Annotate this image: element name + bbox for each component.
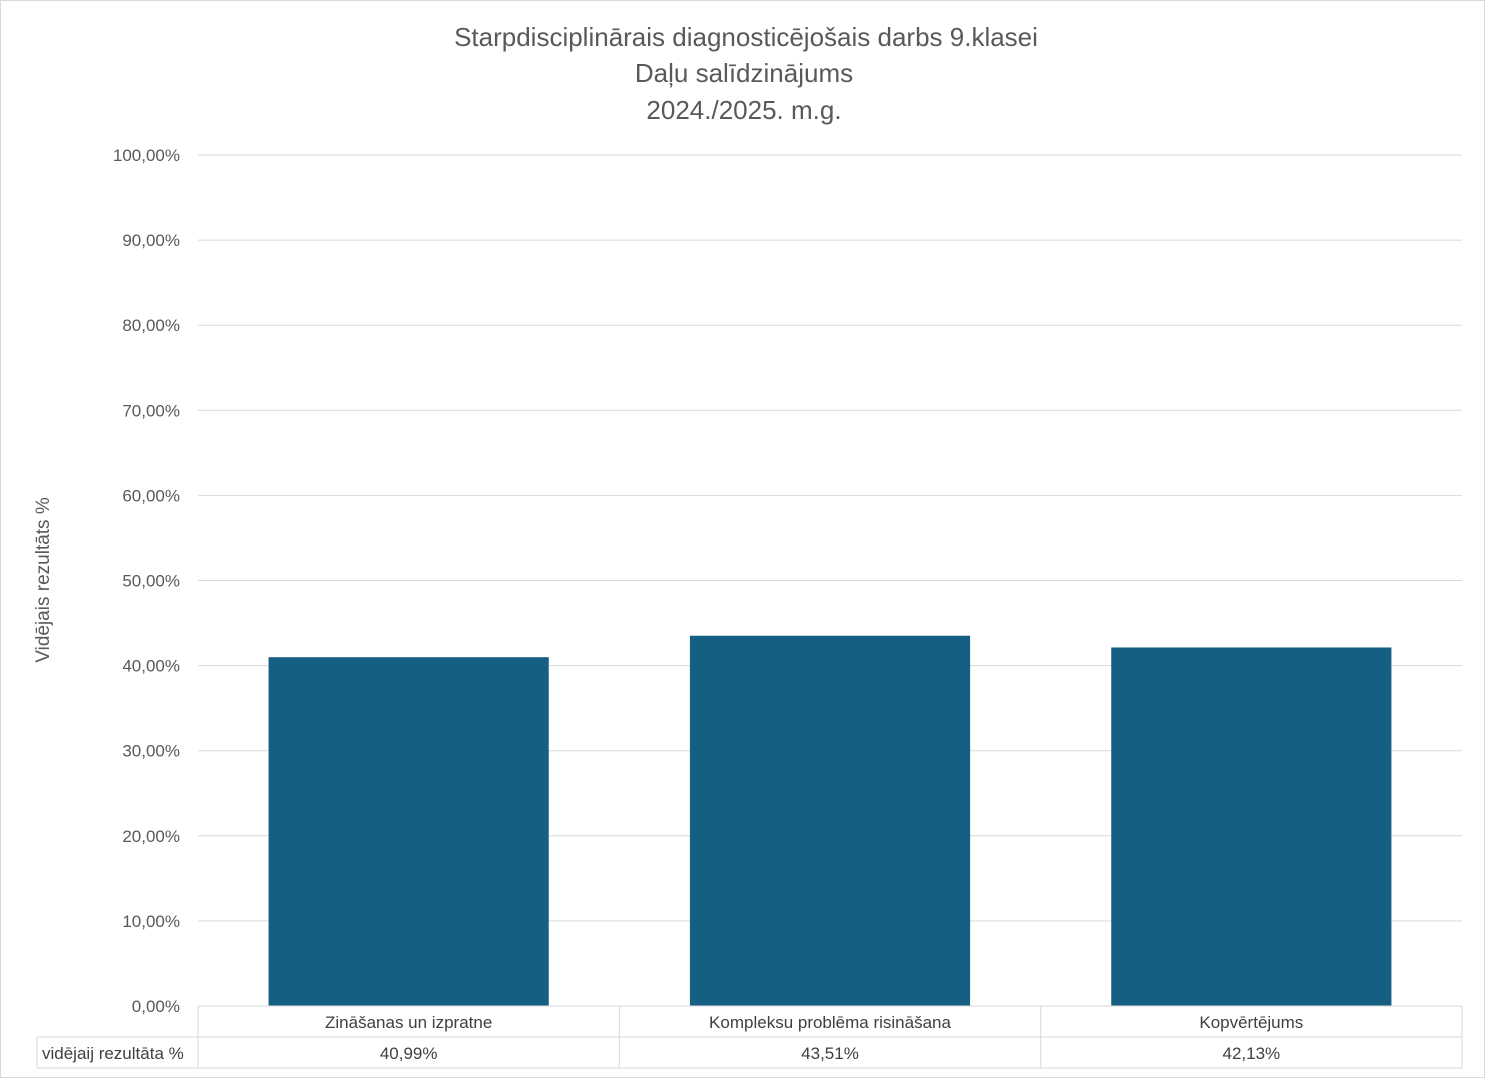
bar: [689, 635, 971, 1006]
chart-title: Starpdisciplinārais diagnosticējošais da…: [454, 22, 1038, 125]
data-label: 43,51%: [801, 1044, 859, 1063]
bars: [268, 635, 1392, 1006]
series-name: vidējaij rezultāta %: [42, 1044, 184, 1063]
data-label: 42,13%: [1222, 1044, 1280, 1063]
chart-title-line-2: Daļu salīdzinājums: [635, 58, 853, 88]
y-tick-label: 50,00%: [122, 572, 180, 591]
data-label: 40,99%: [380, 1044, 438, 1063]
y-tick-label: 10,00%: [122, 912, 180, 931]
category-label: Kompleksu problēma risināšana: [709, 1013, 951, 1032]
y-tick-label: 30,00%: [122, 742, 180, 761]
y-axis-label: Vidējais rezultāts %: [33, 497, 54, 663]
y-axis-ticks: 0,00% 10,00% 20,00% 30,00% 40,00% 50,00% 60,00…: [113, 146, 180, 1016]
bar: [268, 657, 549, 1006]
data-table: Zināšanas un izpratne 40,99% Kompleksu pro…: [36, 1005, 1463, 1069]
y-tick-label: 70,00%: [122, 401, 180, 420]
y-tick-label: 20,00%: [122, 827, 180, 846]
category-label: Zināšanas un izpratne: [325, 1013, 492, 1032]
y-tick-label: 80,00%: [122, 316, 180, 335]
category-label: Kopvērtējums: [1199, 1013, 1303, 1032]
chart-title-line-1: Starpdisciplinārais diagnosticējošais da…: [454, 22, 1038, 52]
y-tick-label: 90,00%: [122, 231, 180, 250]
bar: [1111, 647, 1392, 1006]
y-tick-label: 60,00%: [122, 486, 180, 505]
y-tick-label: 100,00%: [113, 146, 180, 165]
y-tick-label: 40,00%: [122, 657, 180, 676]
y-tick-label: 0,00%: [132, 997, 180, 1016]
chart-title-line-3: 2024./2025. m.g.: [646, 95, 841, 125]
